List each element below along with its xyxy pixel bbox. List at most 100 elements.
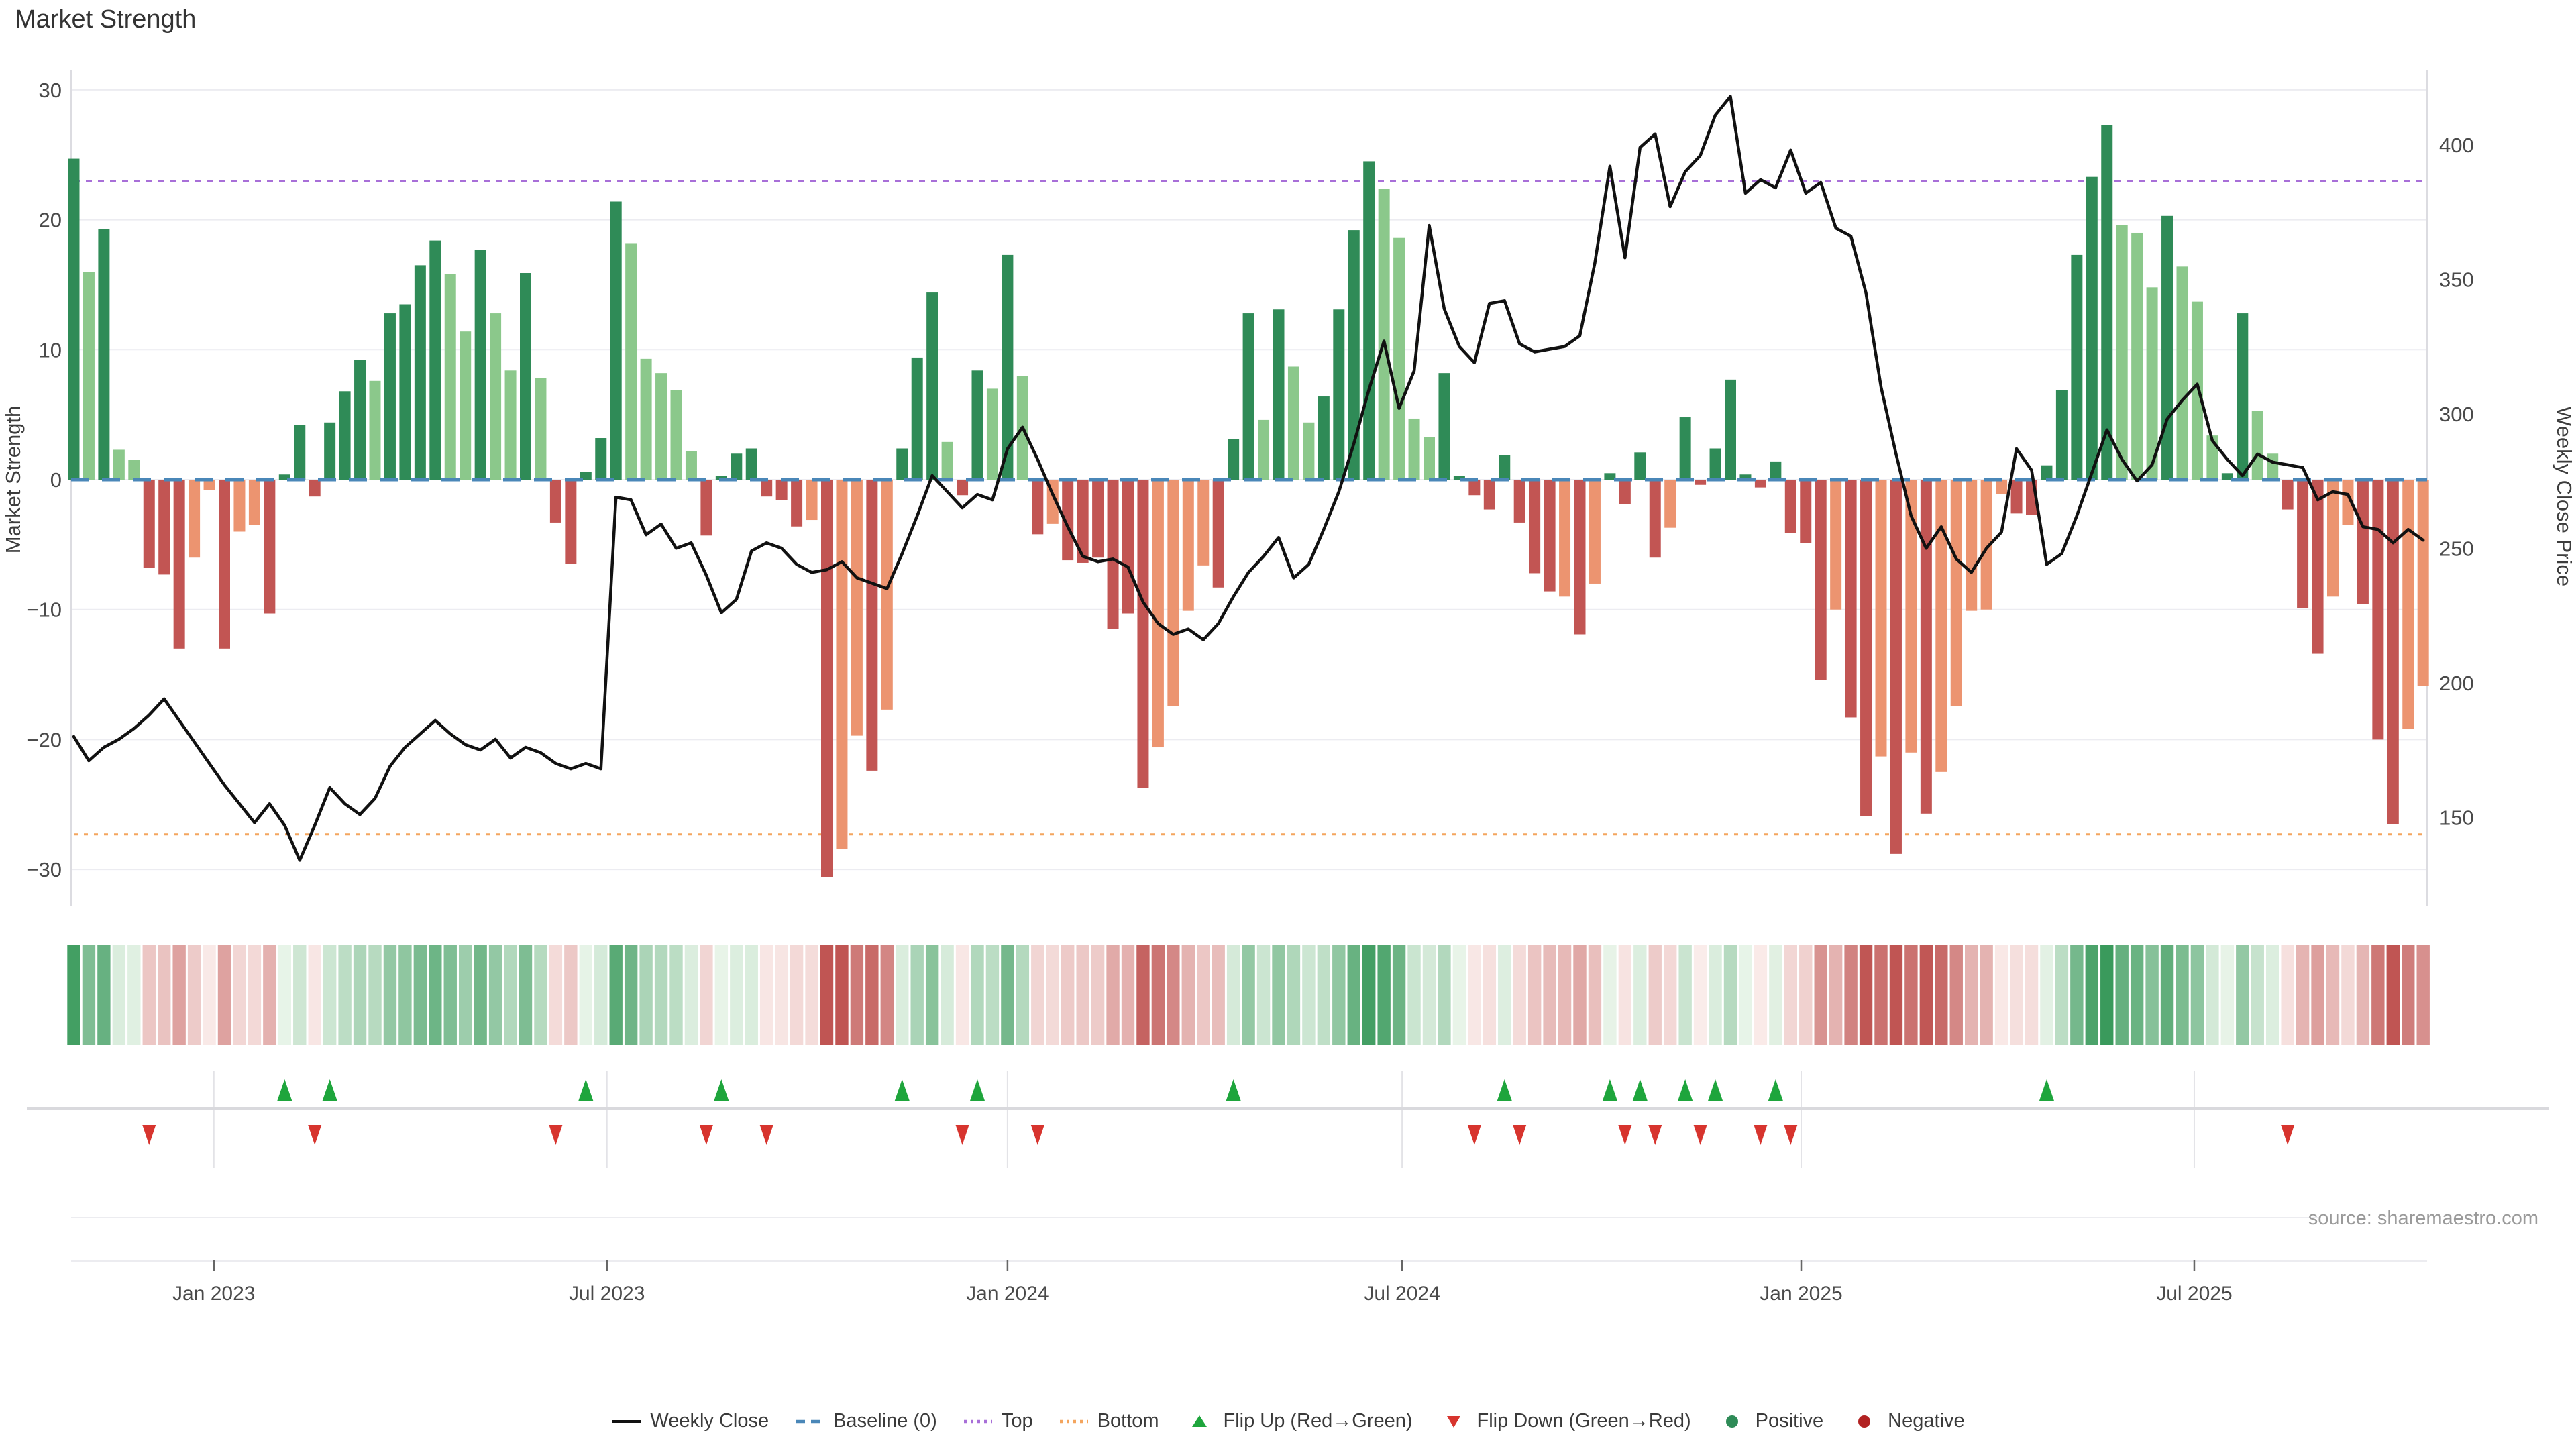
heatmap-cell [398,945,412,1045]
strength-bar [1092,480,1104,558]
flip-up-marker [1678,1079,1693,1101]
strength-bar [821,480,833,877]
heatmap-cell [233,945,246,1045]
heatmap-cell [1633,945,1647,1045]
strength-bar [1815,480,1827,680]
flip-up-marker [2039,1079,2054,1101]
heatmap-cell [142,945,156,1045]
heatmap-cell [1452,945,1466,1045]
flip-down-marker [1754,1125,1768,1145]
right-axis-tick: 200 [2439,672,2474,695]
strength-bar [264,480,276,614]
strength-bar [2055,390,2068,480]
strength-bar [143,480,155,568]
heatmap-cell [2085,945,2098,1045]
heatmap-cell [925,945,939,1045]
right-axis-tick: 300 [2439,402,2474,426]
heatmap-cell [549,945,563,1045]
heatmap-cell [97,945,111,1045]
heatmap-cell [1829,945,1843,1045]
heatmap-cell [248,945,262,1045]
dashed-line-swatch-icon [796,1419,824,1423]
flip-down-marker [1513,1125,1527,1145]
legend-item: Baseline (0) [794,1410,937,1432]
strength-bar [1770,461,1782,480]
heatmap-cell [1754,945,1768,1045]
strength-bar [1725,379,1736,480]
heatmap-cell [2371,945,2385,1045]
strength-bar [580,472,592,480]
heatmap-cell [1889,945,1903,1045]
legend-label: Flip Down (Green→Red) [1477,1410,1691,1432]
heatmap-cell [1965,945,1978,1045]
heatmap-cell [2341,945,2355,1045]
heatmap-cell [910,945,924,1045]
strength-bar [1709,448,1721,480]
strength-bar [278,474,290,480]
strength-bar [2221,473,2233,480]
strength-bar [1905,480,1917,753]
heatmap-cell [1799,945,1813,1045]
flip-up-marker [1226,1079,1241,1101]
heatmap-cell [278,945,291,1045]
strength-bar [941,441,953,480]
heatmap-cell [1678,945,1692,1045]
strength-bar [429,240,441,480]
left-axis-tick: 20 [39,209,62,232]
legend-item: Top [963,1410,1033,1432]
strength-bar [595,438,607,480]
circle-swatch-icon [1725,1415,1738,1428]
strength-bar [324,422,336,480]
heatmap-cell [338,945,352,1045]
heatmap-cell [2296,945,2310,1045]
strength-bar [2146,287,2158,480]
heatmap-cell [654,945,668,1045]
heatmap-cell [1317,945,1331,1045]
heatmap-cell [1438,945,1451,1045]
strength-bar [520,273,531,480]
strength-bar [700,480,712,536]
heatmap-cell [1287,945,1301,1045]
heatmap-cell [1016,945,1030,1045]
x-tick-label: Jul 2024 [1364,1283,1440,1305]
flip-up-marker [1497,1079,1512,1101]
strength-bar [113,449,125,480]
heatmap-cell [2070,945,2084,1045]
heatmap-cell [1723,945,1737,1045]
strength-bar [2237,313,2249,480]
strength-bar [881,480,893,710]
strength-bar [806,480,818,521]
strength-bar [294,425,306,480]
strength-bar [173,480,185,649]
flip-down-marker [549,1125,563,1145]
strength-bar [1513,480,1525,523]
heatmap-cell [1527,945,1542,1045]
heatmap-cell [1980,945,1993,1045]
legend-label: Bottom [1097,1410,1159,1432]
heatmap-cell [2176,945,2189,1045]
strength-bar [731,453,743,480]
flip-down-marker [1693,1125,1707,1145]
legend-label: Flip Up (Red→Green) [1223,1410,1413,1432]
x-tick-label: Jul 2025 [2156,1283,2232,1305]
strength-bar [219,480,230,649]
strength-bar [2071,254,2083,480]
heatmap-cell [1498,945,1511,1045]
legend-label: Positive [1755,1410,1824,1432]
heatmap-cell [488,945,502,1045]
legend-label: Negative [1888,1410,1965,1432]
strength-bar [2251,411,2263,480]
heatmap-cell [1046,945,1059,1045]
heatmap-cell [2160,945,2174,1045]
flip-up-marker [714,1079,729,1101]
strength-bar [535,378,547,480]
heatmap-cell [2025,945,2039,1045]
left-axis-tick: 30 [39,78,62,102]
heatmap-cell [805,945,818,1045]
strength-bar [2327,480,2339,597]
strength-bar [549,480,561,523]
strength-bar [414,265,426,480]
heatmap-cell [1136,945,1150,1045]
strength-bar [1544,480,1556,592]
strength-bar [926,292,938,480]
